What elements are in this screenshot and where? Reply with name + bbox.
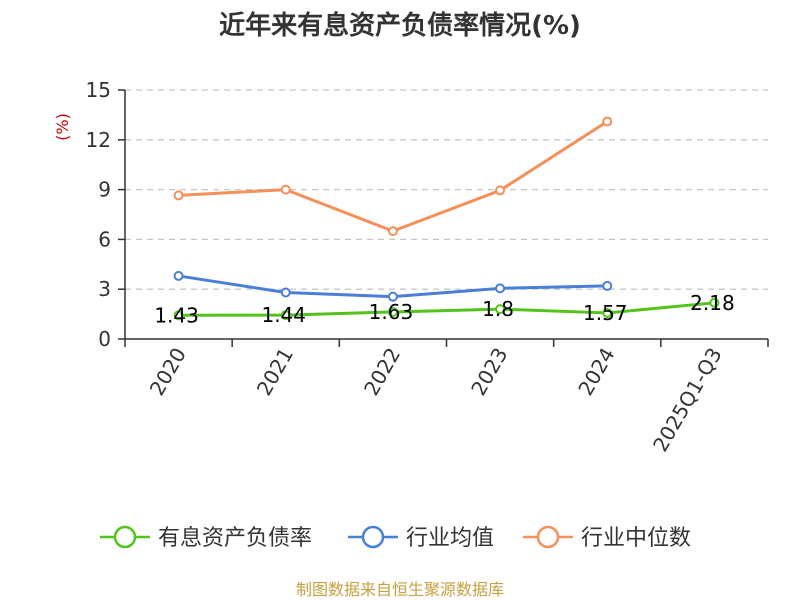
legend-marker-icon xyxy=(361,525,385,549)
data-point xyxy=(387,226,398,237)
series-line-0 xyxy=(178,301,715,317)
y-tick-label: 15 xyxy=(86,78,111,102)
data-point xyxy=(495,283,506,294)
data-label: 1.63 xyxy=(369,300,414,324)
data-point xyxy=(602,116,613,127)
y-tick-label: 3 xyxy=(98,277,111,301)
data-point xyxy=(387,291,398,302)
data-label: 2.18 xyxy=(690,291,735,315)
legend[interactable]: 有息资产负债率 行业均值 行业中位数 xyxy=(100,525,691,551)
axes: 0 3 6 9 12 15 2020 2021 2022 2023 2024 2025Q1-Q3 xyxy=(86,78,769,456)
x-tick-label: 2024 xyxy=(573,344,619,400)
legend-marker-icon xyxy=(536,525,560,549)
x-tick-label: 2020 xyxy=(145,344,191,400)
data-label: 1.57 xyxy=(583,301,628,325)
data-point xyxy=(173,310,184,321)
data-label: 1.44 xyxy=(261,303,306,327)
data-point xyxy=(495,304,506,315)
data-label: 1.43 xyxy=(154,303,199,327)
data-point xyxy=(709,297,720,308)
data-labels: 1.43 1.44 1.63 1.8 1.57 2.18 xyxy=(154,291,734,327)
series-line-2 xyxy=(178,120,609,233)
y-axis-unit: (%) xyxy=(53,113,72,141)
legend-label: 行业均值 xyxy=(406,526,494,551)
data-point xyxy=(387,306,398,317)
data-point xyxy=(280,287,291,298)
chart-title: 近年来有息资产负债率情况(%) xyxy=(219,10,581,41)
source-note: 制图数据来自恒生聚源数据库 xyxy=(296,580,504,599)
data-point xyxy=(602,307,613,318)
data-point xyxy=(602,280,613,291)
legend-item-2[interactable]: 行业中位数 xyxy=(523,525,691,551)
y-tick-label: 0 xyxy=(98,327,111,351)
x-tick-label: 2021 xyxy=(252,344,298,400)
data-label: 1.8 xyxy=(482,297,514,321)
y-tick-label: 9 xyxy=(98,178,111,202)
x-tick-label: 2022 xyxy=(359,344,405,400)
x-tick-label: 2023 xyxy=(466,344,512,400)
data-point xyxy=(173,270,184,281)
y-tick-label: 6 xyxy=(98,227,111,251)
data-point xyxy=(280,310,291,321)
x-tick-label: 2025Q1-Q3 xyxy=(648,344,727,456)
legend-label: 有息资产负债率 xyxy=(158,526,312,551)
series-lines xyxy=(173,116,720,321)
y-tick-label: 12 xyxy=(86,128,111,152)
legend-item-1[interactable]: 行业均值 xyxy=(348,525,494,551)
data-point xyxy=(495,185,506,196)
data-point xyxy=(280,184,291,195)
grid-lines xyxy=(125,89,768,290)
legend-label: 行业中位数 xyxy=(581,526,691,551)
data-point xyxy=(173,190,184,201)
legend-marker-icon xyxy=(113,525,137,549)
legend-item-0[interactable]: 有息资产负债率 xyxy=(100,525,312,551)
